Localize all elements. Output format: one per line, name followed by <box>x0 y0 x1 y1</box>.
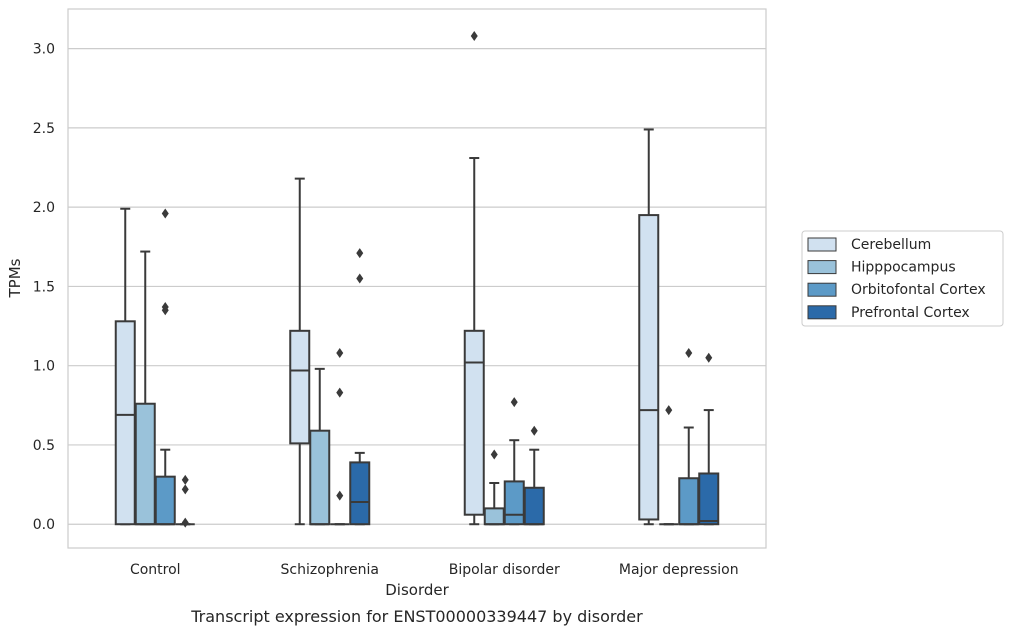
iqr-box <box>678 477 700 526</box>
legend-item-3: Prefrontal Cortex <box>807 305 970 321</box>
y-tick-labels: 0.0 0.5 1.0 1.5 2.0 2.5 3.0 <box>33 42 55 534</box>
legend-item-1: Hipppocampus <box>807 260 956 276</box>
outlier-point-2 <box>161 305 169 316</box>
box-1-2 <box>330 348 350 526</box>
box-3-2 <box>678 348 700 526</box>
legend-label: Cerebellum <box>851 237 931 253</box>
grid-lines <box>68 48 766 525</box>
iqr-box <box>309 429 331 526</box>
box-series <box>114 30 720 528</box>
box-1-1 <box>309 367 331 526</box>
chart-caption: Transcript expression for ENST0000033944… <box>190 607 643 626</box>
outlier-point-0 <box>510 397 518 408</box>
outlier-point-1 <box>181 484 189 495</box>
legend-item-0: Cerebellum <box>807 237 931 253</box>
box-0-3 <box>175 474 195 528</box>
legend: Cerebellum Hipppocampus Orbitofontal Corte… <box>801 230 1004 327</box>
iqr-box <box>463 329 485 516</box>
y-tick-label-2: 1.0 <box>33 359 55 375</box>
box-0-2 <box>154 208 176 526</box>
outlier-point-0 <box>161 208 169 219</box>
outlier-point-1 <box>356 273 364 284</box>
y-tick-label-0: 0.0 <box>33 517 55 533</box>
iqr-box <box>503 480 525 526</box>
box-1-3 <box>349 248 371 526</box>
outlier-point-0 <box>181 474 189 485</box>
iqr-box <box>114 320 136 526</box>
box-2-1 <box>483 449 505 526</box>
y-tick-label-6: 3.0 <box>33 42 55 58</box>
box-0-0 <box>114 207 136 526</box>
outlier-point-0 <box>470 30 478 41</box>
legend-swatch <box>807 305 837 320</box>
y-tick-label-1: 0.5 <box>33 438 55 454</box>
box-2-0 <box>463 30 485 526</box>
legend-label: Orbitofontal Cortex <box>851 282 986 298</box>
outlier-point-0 <box>530 425 538 436</box>
outlier-point-0 <box>336 348 344 359</box>
iqr-box <box>523 486 545 526</box>
iqr-box <box>134 402 156 526</box>
plot-area-frame <box>67 8 767 549</box>
x-axis-label: Disorder <box>385 581 449 599</box>
iqr-box <box>698 472 720 526</box>
outlier-point-0 <box>665 405 673 416</box>
legend-swatch <box>807 282 837 297</box>
iqr-box <box>289 329 311 445</box>
iqr-box <box>154 475 176 526</box>
outlier-point-2 <box>181 517 189 528</box>
outlier-point-0 <box>685 348 693 359</box>
iqr-box <box>349 461 371 526</box>
iqr-box <box>638 214 660 521</box>
x-tick-label-2: Bipolar disorder <box>449 562 560 578</box>
box-1-0 <box>289 177 311 526</box>
box-3-3 <box>698 352 720 526</box>
x-tick-label-1: Schizophrenia <box>281 562 379 578</box>
y-tick-label-5: 2.5 <box>33 121 55 137</box>
y-axis-label: TPMs <box>6 258 24 298</box>
box-2-2 <box>503 397 525 526</box>
y-tick-label-4: 2.0 <box>33 200 55 216</box>
x-tick-label-0: Control <box>130 562 181 578</box>
outlier-point-0 <box>705 352 713 363</box>
legend-swatch <box>807 260 837 275</box>
outlier-point-0 <box>356 248 364 259</box>
outlier-point-2 <box>336 490 344 501</box>
legend-item-2: Orbitofontal Cortex <box>807 282 986 298</box>
outlier-point-1 <box>336 387 344 398</box>
outlier-point-0 <box>490 449 498 460</box>
legend-swatch <box>807 237 837 252</box>
x-tick-labels: Control Schizophrenia Bipolar disorder Majo… <box>130 562 739 578</box>
box-0-1 <box>134 250 156 526</box>
box-3-0 <box>638 128 660 526</box>
y-tick-label-3: 1.5 <box>33 279 55 295</box>
legend-label: Prefrontal Cortex <box>851 305 970 321</box>
box-3-1 <box>659 405 679 526</box>
x-tick-label-3: Major depression <box>619 562 739 578</box>
legend-frame <box>801 230 1004 327</box>
iqr-box <box>483 507 505 526</box>
legend-label: Hipppocampus <box>851 260 956 276</box>
box-2-3 <box>523 425 545 526</box>
